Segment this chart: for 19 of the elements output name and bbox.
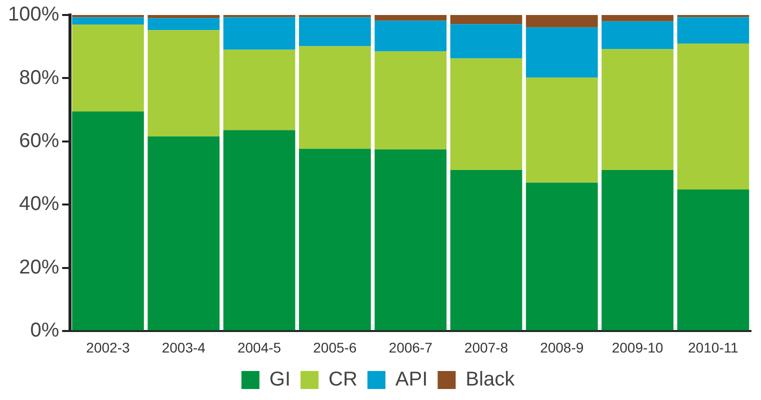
- x-tick-label: 2004-5: [237, 339, 282, 356]
- y-tick-label: 80%: [19, 66, 60, 89]
- x-tick-label: 2002-3: [86, 339, 130, 356]
- x-tick-label: 2009-10: [612, 339, 664, 356]
- y-tick-label: 100%: [8, 4, 60, 26]
- legend-label: GI: [269, 368, 291, 391]
- legend-label: CR: [328, 368, 358, 391]
- legend-label: API: [395, 368, 428, 391]
- y-tick-label: 40%: [19, 193, 60, 216]
- x-tick-label: 2007-8: [464, 339, 508, 356]
- x-tick-label: 2005-6: [313, 339, 357, 356]
- x-tick-label: 2006-7: [388, 339, 433, 356]
- y-tick-label: 0%: [30, 320, 60, 342]
- y-tick-label: 60%: [19, 130, 60, 152]
- x-tick-label: 2008-9: [540, 339, 584, 356]
- y-tick-label: 20%: [19, 256, 60, 278]
- legend-label: Black: [466, 368, 516, 391]
- x-tick-label: 2010-11: [688, 339, 739, 356]
- x-tick-label: 2003-4: [162, 339, 206, 356]
